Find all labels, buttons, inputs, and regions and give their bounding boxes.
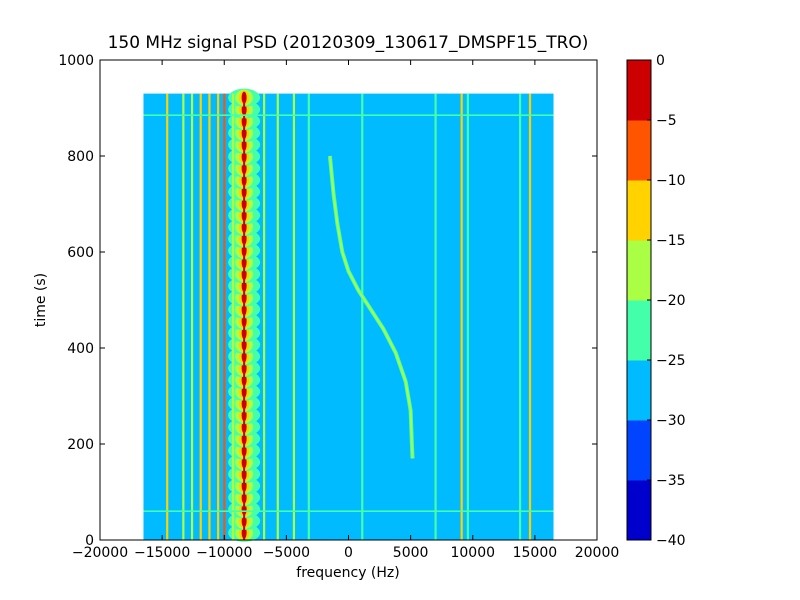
x-axis-label: frequency (Hz)	[296, 565, 399, 581]
colorbar-tick-label: −20	[656, 293, 686, 309]
doppler-curve	[328, 155, 414, 459]
colorbar: −40 −35 −30 −25 −20 −15 −10 −5 0	[626, 53, 686, 549]
spectral-line	[263, 93, 266, 540]
colorbar-segment	[627, 360, 651, 421]
x-tick-label: 15000	[513, 545, 558, 561]
colorbar-segment	[627, 180, 651, 241]
x-axis: −20000 −15000 −10000 −5000 0 5000 10000 15000 20…	[72, 60, 619, 561]
y-tick-label: 400	[67, 341, 94, 357]
x-tick-label: −10000	[196, 545, 252, 561]
spectral-line	[231, 93, 235, 540]
x-tick-label: 5000	[393, 545, 429, 561]
spectral-line	[460, 93, 463, 540]
colorbar-segment	[627, 240, 651, 301]
x-tick-label: 20000	[575, 545, 620, 561]
spectral-line	[307, 93, 310, 540]
spectral-line	[361, 93, 364, 540]
y-tick-label: 800	[67, 149, 94, 165]
colorbar-segment	[627, 420, 651, 481]
colorbar-segment	[627, 480, 651, 541]
chart-title: 150 MHz signal PSD (20120309_130617_DMSP…	[108, 33, 589, 53]
colorbar-segment	[627, 120, 651, 181]
colorbar-tick-label: 0	[656, 53, 665, 69]
colorbar-tick-label: −40	[656, 533, 686, 549]
x-tick-label: −5000	[263, 545, 310, 561]
colorbar-tick-label: −10	[656, 173, 686, 189]
x-tick-label: −20000	[72, 545, 128, 561]
spectral-line	[276, 93, 279, 540]
y-tick-label: 1000	[58, 53, 94, 69]
spectral-line	[434, 93, 437, 540]
colorbar-tick-label: −30	[656, 413, 686, 429]
spectral-line	[223, 93, 226, 540]
colorbar-segment	[627, 60, 651, 121]
colorbar-tick-label: −15	[656, 233, 686, 249]
carrier-core	[243, 93, 246, 540]
x-tick-label: 0	[344, 545, 353, 561]
x-tick-label: 10000	[450, 545, 495, 561]
spectral-line	[292, 93, 296, 540]
spectral-line	[182, 93, 185, 540]
time-interference-line	[143, 114, 554, 116]
spectral-line	[199, 93, 202, 540]
spectral-line	[208, 93, 211, 540]
spectral-line	[518, 93, 522, 540]
spectrogram-background	[143, 93, 554, 540]
y-axis-label: time (s)	[33, 273, 49, 327]
y-tick-label: 0	[85, 533, 94, 549]
spectral-line	[466, 93, 469, 540]
y-tick-label: 200	[67, 437, 94, 453]
spectral-line	[190, 93, 194, 540]
colorbar-segment	[627, 300, 651, 361]
spectral-line	[166, 93, 169, 540]
colorbar-tick-label: −35	[656, 473, 686, 489]
time-interference-line	[143, 510, 554, 512]
spectral-line	[217, 93, 220, 540]
plot-area	[99, 59, 598, 542]
y-axis: 0 200 400 600 800 1000	[58, 53, 597, 549]
colorbar-tick-label: −25	[656, 353, 686, 369]
x-tick-label: −15000	[134, 545, 190, 561]
spectral-line	[528, 93, 532, 540]
colorbar-tick-label: −5	[656, 113, 677, 129]
y-tick-label: 600	[67, 245, 94, 261]
